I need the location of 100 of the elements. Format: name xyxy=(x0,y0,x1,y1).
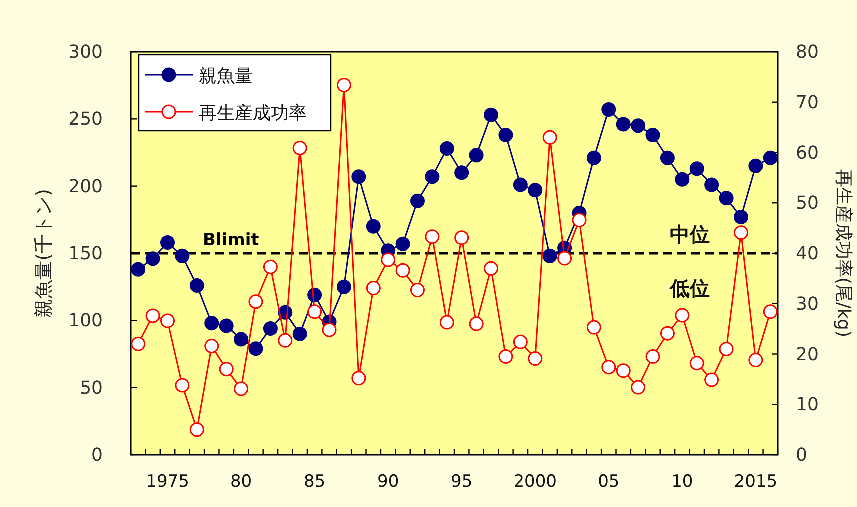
point xyxy=(263,260,278,274)
point xyxy=(322,322,337,338)
point xyxy=(440,141,454,156)
point xyxy=(602,360,616,375)
point xyxy=(352,170,366,184)
point xyxy=(234,332,249,347)
annotation: 中位 xyxy=(670,222,710,246)
point xyxy=(336,78,352,92)
point xyxy=(631,380,646,395)
point xyxy=(616,364,631,378)
x-tick-label: 80 xyxy=(230,472,252,492)
legend-label: 再生産成功率 xyxy=(199,103,307,124)
point xyxy=(616,117,631,132)
point xyxy=(396,236,410,252)
point xyxy=(586,150,602,166)
point xyxy=(410,194,425,208)
y2-tick-label: 10 xyxy=(796,394,819,416)
y-tick-label: 100 xyxy=(68,310,103,332)
y-axis-title: 親魚量(千トン) xyxy=(33,189,55,318)
point xyxy=(219,362,234,377)
point xyxy=(396,263,410,278)
point xyxy=(734,210,748,224)
y-tick-label: 150 xyxy=(68,244,103,264)
x-tick-label: 1975 xyxy=(146,472,190,492)
point xyxy=(748,353,764,368)
point xyxy=(263,321,278,336)
point xyxy=(528,352,543,366)
point xyxy=(646,128,660,143)
point xyxy=(160,236,176,250)
point xyxy=(160,314,176,328)
point xyxy=(131,336,146,352)
point xyxy=(748,158,764,174)
y-tick-label: 50 xyxy=(80,378,103,399)
point xyxy=(572,213,587,228)
y2-tick-label: 60 xyxy=(796,142,819,164)
point xyxy=(704,372,720,388)
point xyxy=(175,378,190,393)
point xyxy=(248,294,264,310)
y2-tick-label: 80 xyxy=(796,42,819,63)
point xyxy=(440,315,454,330)
point xyxy=(366,281,381,296)
point xyxy=(484,261,499,276)
ref-line-label: Blimit xyxy=(203,230,260,250)
y2-tick-label: 40 xyxy=(796,244,819,264)
point xyxy=(425,170,440,184)
y-tick-label: 250 xyxy=(68,109,103,130)
point xyxy=(513,178,528,192)
point xyxy=(131,262,146,277)
point xyxy=(542,248,558,264)
point xyxy=(675,308,690,323)
y2-tick-label: 70 xyxy=(796,92,819,114)
x-tick-label: 85 xyxy=(304,472,326,492)
point xyxy=(204,338,220,354)
point xyxy=(704,178,720,192)
annotation: 低位 xyxy=(669,276,710,300)
point xyxy=(190,422,204,438)
point xyxy=(190,278,204,293)
x-tick-label: 05 xyxy=(598,472,620,492)
point xyxy=(469,148,484,163)
point xyxy=(660,326,675,341)
point xyxy=(542,130,558,145)
point xyxy=(248,342,264,356)
point xyxy=(528,183,543,198)
x-tick-label: 2000 xyxy=(514,472,558,492)
point xyxy=(146,252,160,266)
x-tick-label: 2015 xyxy=(734,472,778,492)
point xyxy=(454,166,470,180)
point xyxy=(690,162,704,176)
point xyxy=(734,226,748,240)
x-tick-label: 95 xyxy=(451,472,473,492)
point xyxy=(219,318,234,334)
point xyxy=(558,251,572,266)
point xyxy=(719,191,734,206)
y2-axis-title: 再生産成功率(尾/kg) xyxy=(833,170,854,338)
y-tick-label: 0 xyxy=(92,445,103,466)
point xyxy=(234,382,249,396)
point xyxy=(469,316,484,332)
y-tick-label: 300 xyxy=(68,42,103,63)
point xyxy=(292,140,308,156)
point xyxy=(602,102,616,118)
y2-tick-label: 0 xyxy=(796,445,808,466)
point xyxy=(498,128,514,143)
point xyxy=(454,230,470,246)
point xyxy=(425,230,440,244)
y2-tick-label: 20 xyxy=(796,344,819,366)
point xyxy=(175,248,190,264)
point xyxy=(763,304,778,320)
point xyxy=(586,320,602,335)
point xyxy=(292,326,308,342)
point xyxy=(675,172,690,187)
point xyxy=(381,252,396,268)
point xyxy=(513,334,528,350)
point xyxy=(308,304,322,320)
point xyxy=(146,308,160,324)
point xyxy=(278,333,293,348)
point xyxy=(204,316,220,331)
point xyxy=(763,150,778,166)
point xyxy=(631,118,646,134)
y2-tick-label: 50 xyxy=(796,193,819,214)
x-tick-label: 90 xyxy=(378,472,400,492)
